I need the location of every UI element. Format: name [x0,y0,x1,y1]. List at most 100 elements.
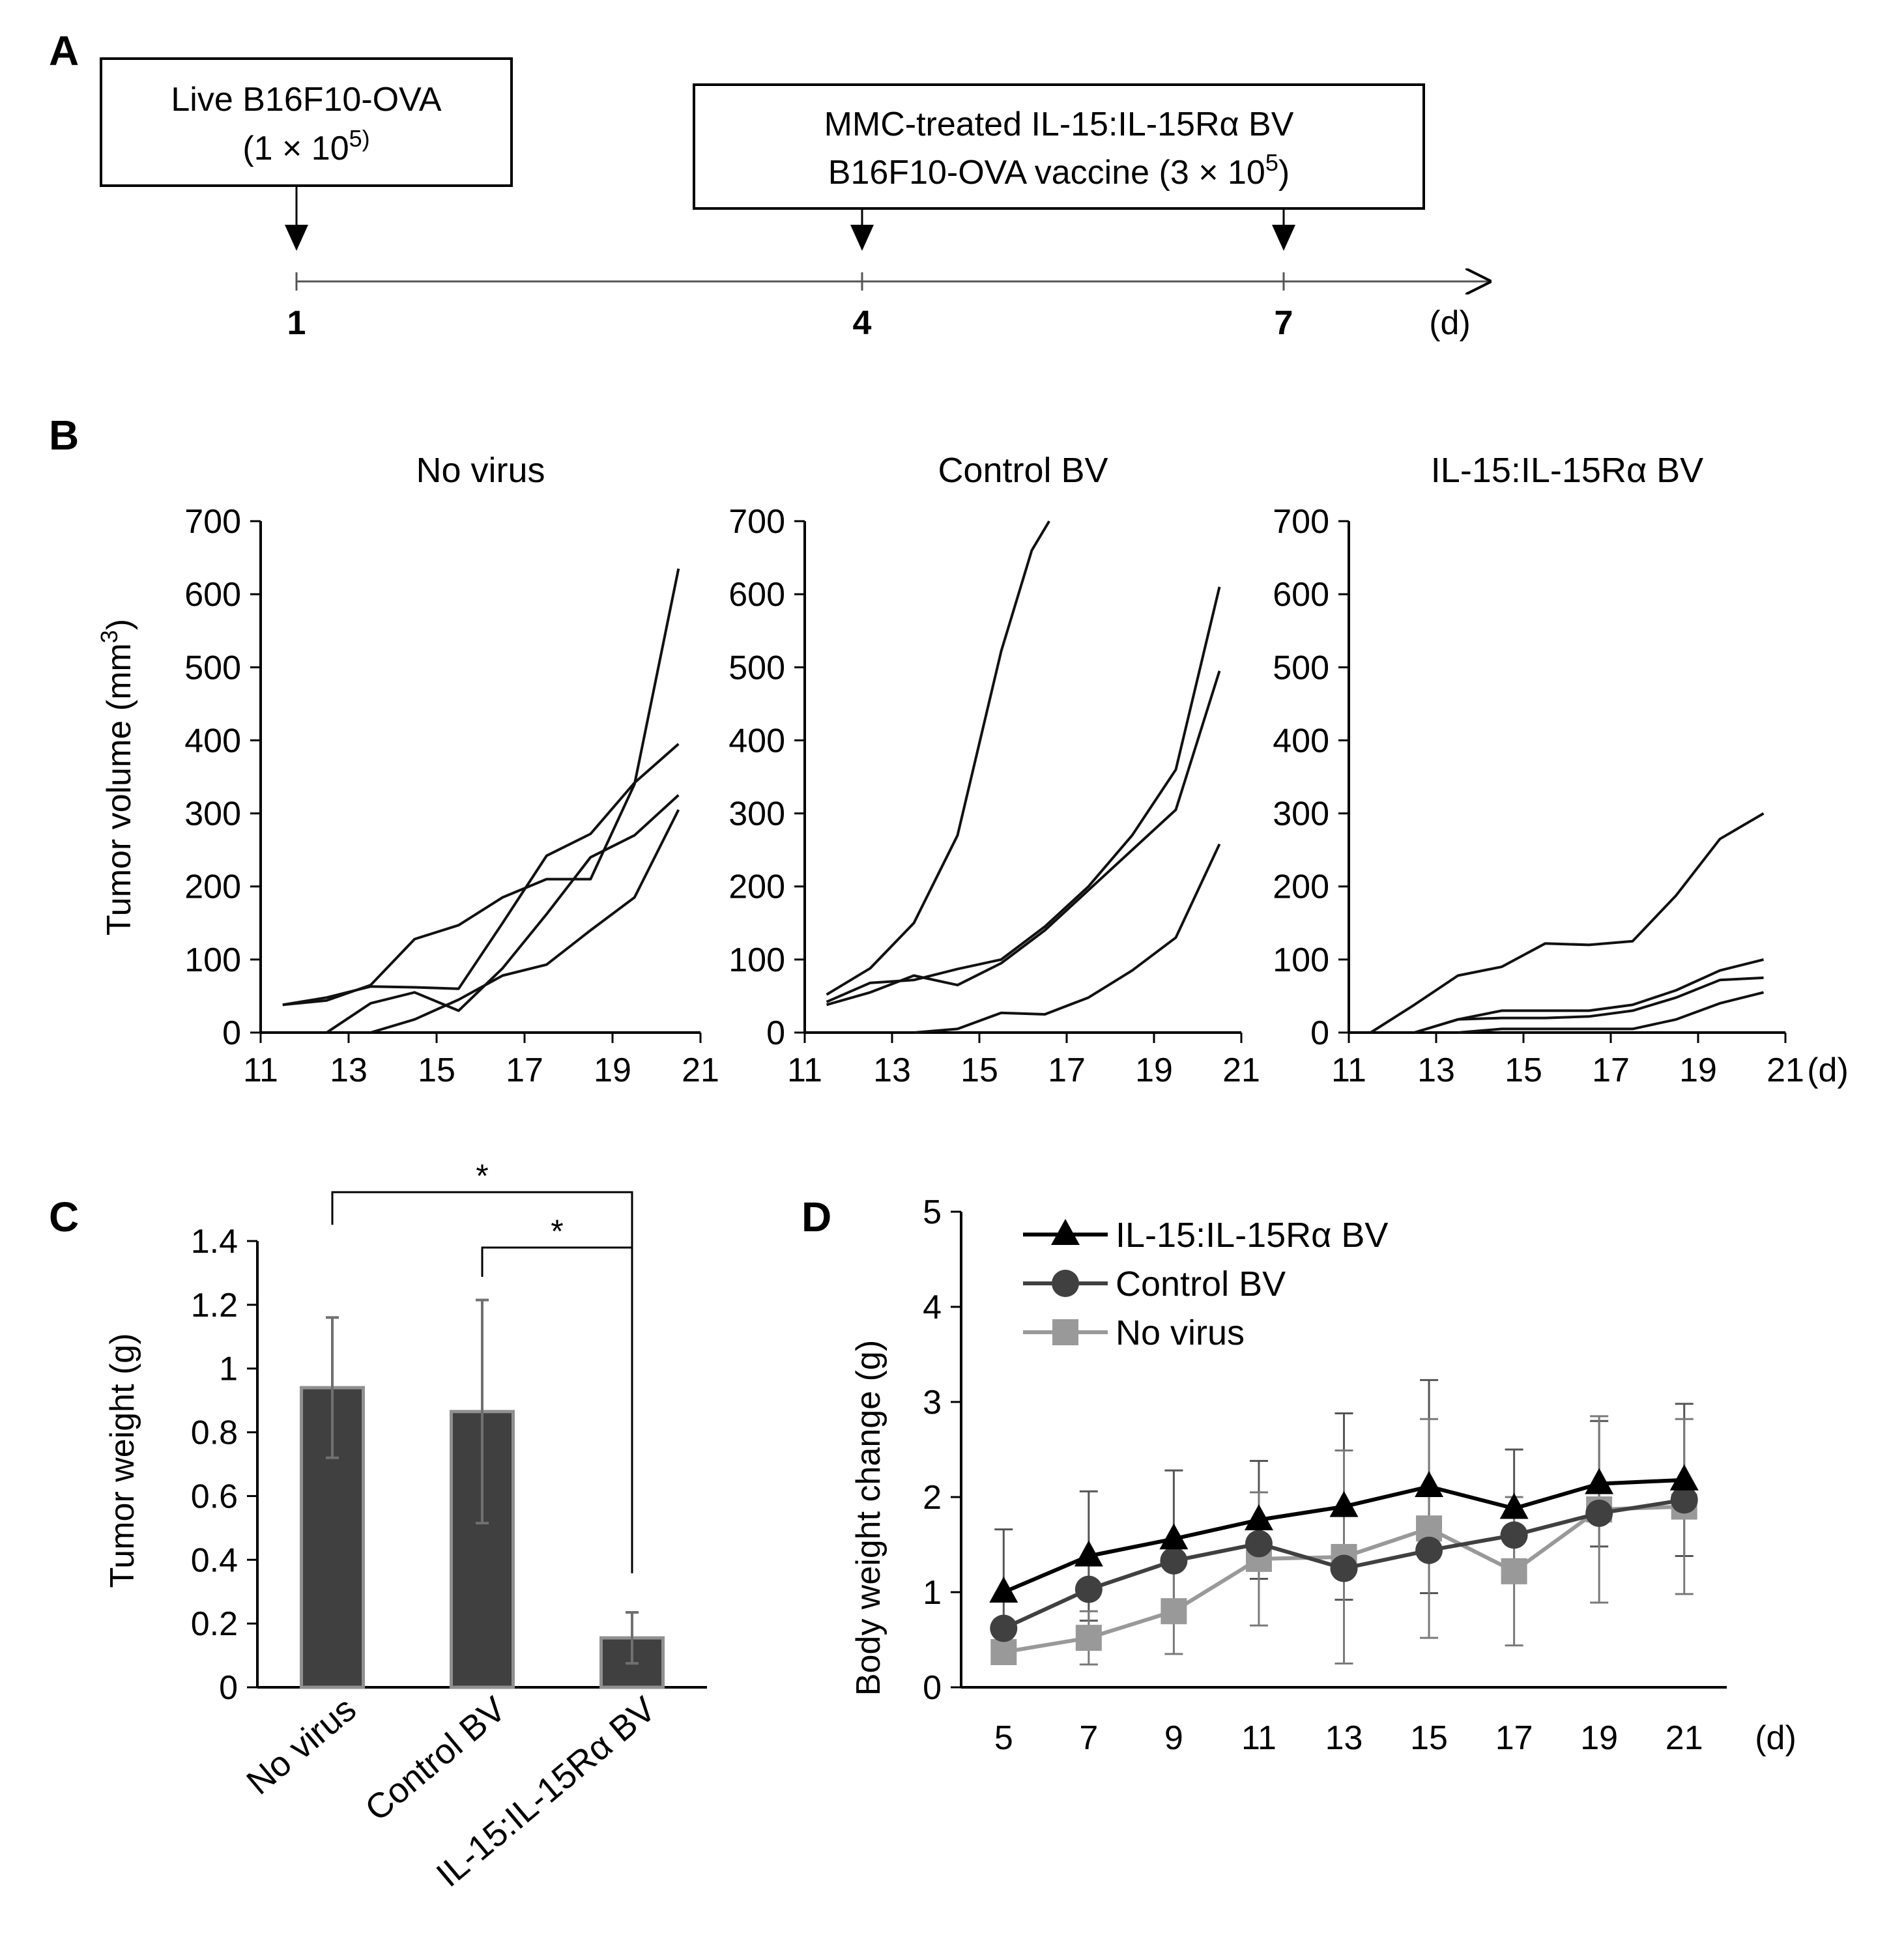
y-tick-label: 100 [1273,941,1329,979]
y-tick-label: 200 [184,868,241,906]
y-tick-label: 500 [728,649,785,687]
series-line-4 [370,809,680,1034]
series-point-2 [1415,1536,1443,1564]
box-vaccine-line2-end: ) [1278,154,1290,192]
series-point-2 [1160,1547,1188,1575]
x-tick-label: 19 [1135,1051,1173,1089]
series-line-3 [1413,976,1764,1034]
x-tick-label: 11 [787,1051,822,1089]
series-line-2 [1413,958,1764,1034]
timeline-label-7: 7 [1275,304,1293,342]
panel-c-ylabel: Tumor weight (g) [104,1333,141,1588]
y-tick-label: 600 [728,576,785,614]
x-tick-label: 13 [330,1051,368,1089]
y-tick-label: 0.8 [191,1414,238,1452]
chart-title: IL-15:IL-15Rα BV [1431,451,1703,490]
panel-c: C Tumor weight (g) 0 0.2 0.4 0.6 0.8 1 1.2 1.4 N… [49,1158,707,1894]
x-unit-label: (d) [1755,1719,1796,1757]
series-point-3 [1075,1625,1102,1651]
y-tick-label: 0.2 [191,1605,238,1643]
y-tick-label: 400 [1273,722,1329,760]
y-tick-label: 700 [728,503,785,541]
y-tick-label: 2 [923,1479,942,1517]
chart-title: Control BV [938,451,1108,490]
series-point-3 [1161,1598,1187,1625]
y-tick-label: 0.6 [191,1478,238,1515]
legend-marker [1052,1319,1078,1345]
series-point-1 [1329,1491,1359,1517]
panel-b-ylabel: Tumor volume (mm3) [96,619,138,936]
series-point-1 [989,1577,1018,1603]
series-point-2 [1245,1530,1273,1558]
timeline-label-4: 4 [853,304,872,342]
timeline-unit: (d) [1429,304,1471,342]
series-point-1 [1074,1540,1103,1567]
x-tick-label: 17 [1495,1719,1533,1757]
box-live-tumor-line2: (1 × 105) [242,125,369,167]
y-tick-label: 0 [1310,1014,1329,1052]
y-tick-label: 300 [1273,795,1329,833]
x-tick-label: 5 [994,1719,1013,1757]
chart-title: No virus [416,451,545,490]
series-point-2 [1075,1575,1103,1603]
x-tick-label: 7 [1079,1719,1098,1757]
y-tick-label: 100 [184,941,241,979]
box-live-tumor-line2-sup: 5) [349,125,370,152]
x-tick-label: 15 [1505,1051,1542,1089]
y-tick-label: 600 [1273,576,1329,614]
panel-b: B Tumor volume (mm3) No virus 0 100 200 300 4… [49,412,1849,1089]
series-point-1 [1244,1504,1273,1531]
y-tick-label: 0 [222,1014,241,1052]
y-tick-label: 500 [184,649,241,687]
series-point-3 [1501,1558,1527,1584]
y-tick-label: 1 [219,1350,238,1388]
box-live-tumor-line1: Live B16F10-OVA [171,81,442,119]
legend-label: No virus [1116,1313,1245,1352]
box-vaccine-line2-sup: 5 [1265,149,1278,176]
x-tick-label: 15 [960,1051,998,1089]
series-point-3 [990,1638,1017,1665]
box-live-tumor [100,57,513,187]
chart-il15-bv: IL-15:IL-15Rα BV 0 100 200 300 400 500 600 700 11… [1273,451,1849,1089]
panel-a: A Live B16F10-OVA (1 × 105) MMC-treated … [49,27,1489,342]
series-point-2 [1500,1521,1528,1549]
series-line-4 [1458,991,1764,1034]
series-point-1 [1499,1493,1529,1519]
y-tick-label: 600 [184,576,241,614]
box-vaccine-line2: B16F10-OVA vaccine (3 × 105) [828,149,1290,192]
panel-letter-b: B [49,412,79,459]
panel-b-ylabel-base: Tumor volume (mm [100,643,138,936]
y-tick-label: 5 [923,1193,942,1231]
y-tick-label: 400 [728,722,785,760]
x-tick-label: 13 [1325,1719,1363,1757]
x-tick-label: 9 [1164,1719,1183,1757]
series-line-2 [282,743,680,1007]
series-line-1 [1370,812,1765,1034]
series-line-3 [826,670,1221,1007]
panel-d-ylabel: Body weight change (g) [850,1340,887,1696]
arrow-day4-head [850,225,874,251]
panel-d: D Body weight change (g) 0 1 2 3 4 5 5 7 9 11 13 15… [801,1193,1796,1757]
chart-no-virus: No virus 0 100 200 300 400 500 600 700 11 13 15 17 19… [184,451,719,1089]
significance-star: * [476,1158,488,1194]
category-label: No virus [239,1689,363,1802]
box-vaccine [693,83,1425,210]
y-tick-label: 1.4 [191,1223,238,1261]
chart-control-bv: Control BV 0 100 200 300 400 500 600 700 11 13 15 17… [728,451,1260,1089]
x-tick-label: 17 [1048,1051,1086,1089]
y-tick-label: 300 [184,795,241,833]
x-tick-label: 17 [506,1051,543,1089]
panel-letter-a: A [49,27,79,74]
x-tick-label: 21 [1767,1051,1804,1089]
x-tick-label: 13 [1417,1051,1455,1089]
series-line-1 [282,568,680,1007]
x-unit-label: (d) [1807,1051,1849,1089]
series-line-2 [826,586,1221,1003]
series-point-2 [1585,1499,1613,1527]
y-tick-label: 0.4 [191,1541,238,1579]
series-point-2 [990,1614,1018,1642]
x-tick-label: 21 [1222,1051,1260,1089]
legend-marker [1052,1270,1079,1297]
